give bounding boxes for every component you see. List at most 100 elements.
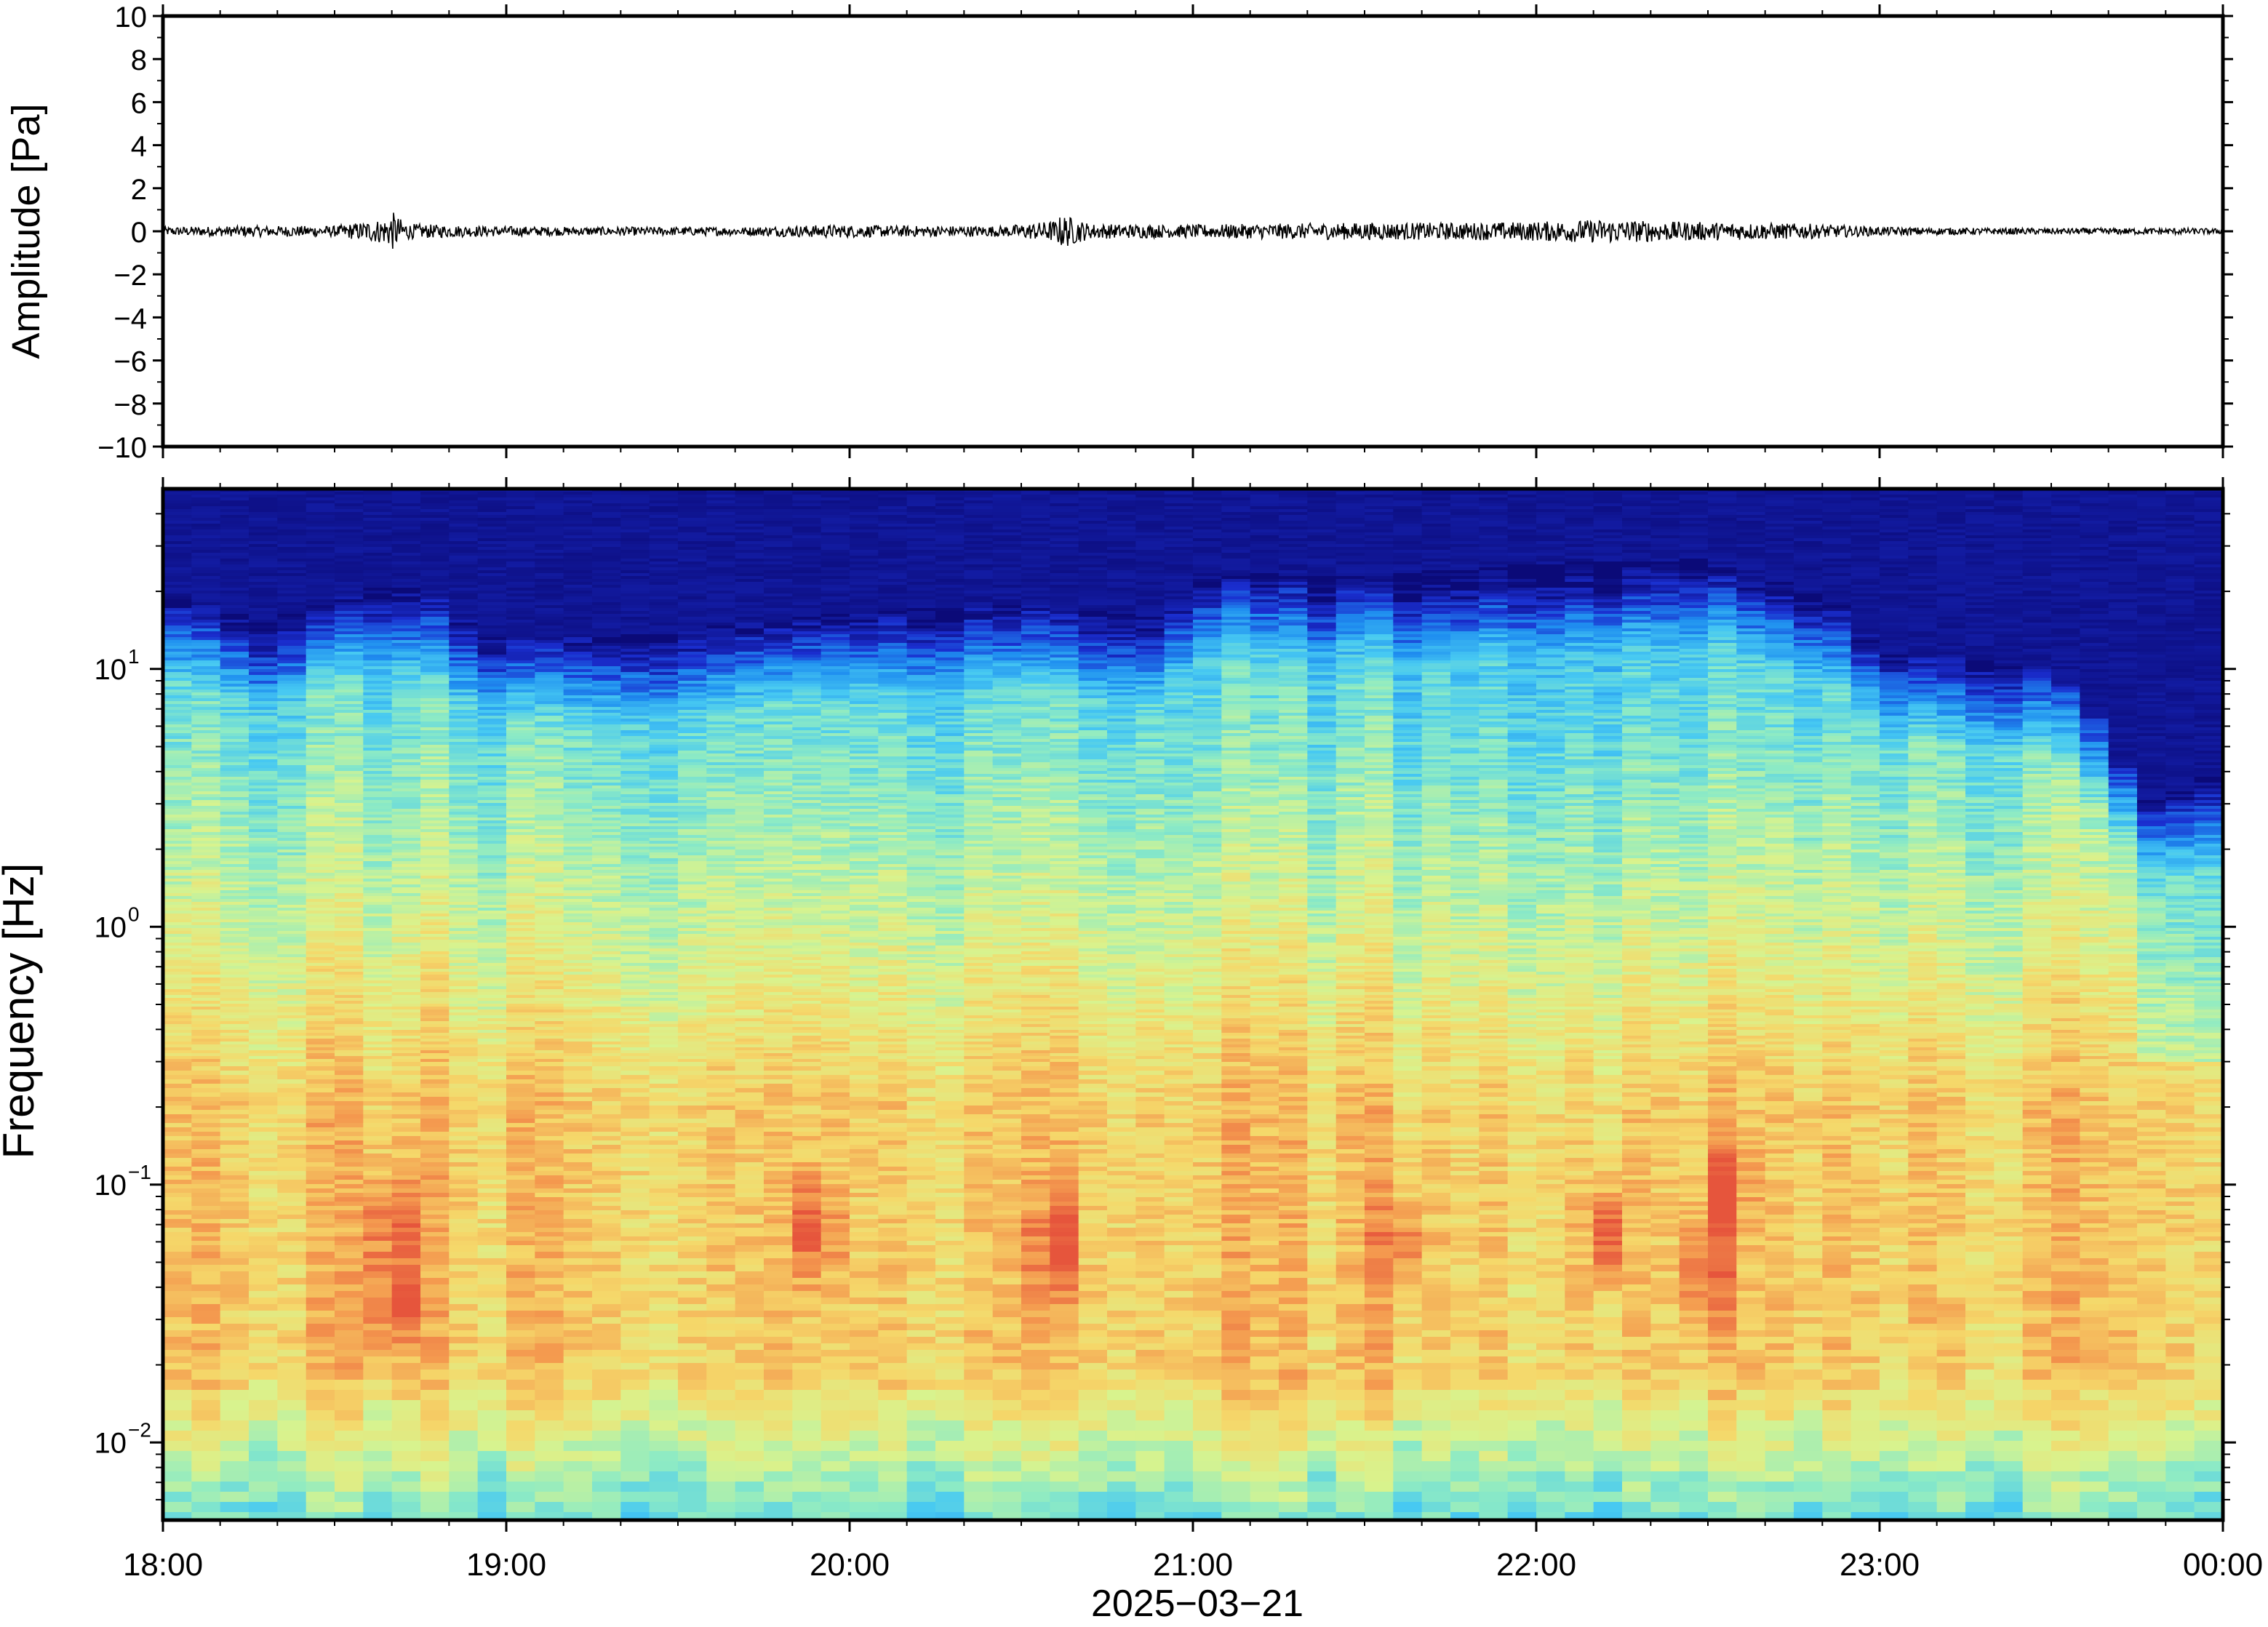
spectrogram-cell: [363, 1042, 393, 1045]
spectrogram-cell: [191, 1012, 221, 1016]
spectrogram-cell: [649, 652, 679, 655]
spectrogram-cell: [163, 928, 192, 932]
spectrogram-cell: [220, 684, 249, 687]
spectrogram-cell: [249, 931, 278, 935]
spectrogram-cell: [391, 582, 421, 585]
spectrogram-cell: [449, 1461, 479, 1472]
spectrogram-cell: [592, 687, 621, 690]
spectrogram-cell: [477, 701, 507, 705]
spectrogram-cell: [335, 847, 364, 850]
spectrogram-cell: [363, 978, 393, 981]
spectrogram-cell: [620, 1149, 650, 1154]
spectrogram-cell: [220, 911, 249, 914]
spectrogram-cell: [249, 547, 278, 551]
spectrogram-cell: [563, 547, 593, 551]
spectrogram-cell: [220, 896, 249, 900]
spectrogram-cell: [163, 689, 192, 693]
spectrogram-cell: [335, 602, 364, 606]
spectrogram-cell: [391, 928, 421, 932]
spectrogram-cell: [620, 765, 650, 769]
spectrogram-cell: [477, 1265, 507, 1272]
spectrogram-cell: [420, 689, 450, 693]
spectrogram-cell: [306, 980, 335, 984]
spectrogram-cell: [620, 614, 650, 617]
spectrogram-cell: [620, 820, 650, 824]
spectrogram-cell: [649, 1193, 679, 1198]
spectrogram-cell: [220, 1188, 249, 1194]
spectrogram-cell: [163, 620, 192, 623]
spectrogram-cell: [191, 1175, 221, 1180]
spectrogram-cell: [620, 1363, 650, 1370]
spectrogram-cell: [563, 1317, 593, 1324]
spectrogram-cell: [249, 593, 278, 597]
spectrogram-cell: [592, 608, 621, 612]
spectrogram-cell: [620, 1356, 650, 1364]
spectrogram-cell: [506, 809, 535, 812]
spectrogram-cell: [249, 1298, 278, 1305]
spectrogram-cell: [163, 1004, 192, 1007]
spectrogram-cell: [563, 1132, 593, 1137]
spectrogram-cell: [335, 1010, 364, 1013]
spectrogram-cell: [391, 535, 421, 539]
spectrogram-cell: [306, 835, 335, 839]
spectrogram-cell: [391, 684, 421, 687]
spectrogram-cell: [535, 698, 564, 702]
spectrogram-cell: [449, 544, 479, 548]
spectrogram-cell: [477, 858, 507, 862]
spectrogram-cell: [249, 1337, 278, 1344]
spectrogram-cell: [620, 1291, 650, 1298]
spectrogram-cell: [363, 701, 393, 705]
spectrogram-cell: [449, 902, 479, 906]
spectrogram-cell: [335, 1258, 364, 1266]
spectrogram-cell: [363, 1136, 393, 1141]
spectrogram-cell: [620, 1370, 650, 1380]
spectrogram-cell: [592, 617, 621, 620]
spectrogram-cell: [563, 736, 593, 740]
spectrogram-cell: [678, 678, 707, 681]
spectrogram-cell: [535, 1123, 564, 1128]
spectrogram-cell: [477, 532, 507, 536]
spectrogram-cell: [249, 1215, 278, 1220]
spectrogram-cell: [477, 559, 507, 562]
spectrogram-cell: [249, 1236, 278, 1242]
spectrogram-cell: [335, 1197, 364, 1202]
spectrogram-cell: [306, 989, 335, 993]
spectrogram-cell: [535, 1075, 564, 1080]
spectrogram-cell: [335, 730, 364, 734]
spectrogram-cell: [449, 506, 479, 510]
spectrogram-cell: [678, 495, 707, 498]
spectrogram-cell: [592, 721, 621, 725]
spectrogram-cell: [277, 527, 307, 530]
spectrogram-cell: [191, 986, 221, 990]
spectrogram-cell: [620, 893, 650, 897]
spectrogram-cell: [563, 500, 593, 504]
spectrogram-cell: [191, 628, 221, 632]
spectrogram-cell: [620, 628, 650, 632]
spectrogram-cell: [592, 1291, 621, 1298]
spectrogram-cell: [535, 721, 564, 725]
spectrogram-cell: [449, 876, 479, 879]
spectrogram-cell: [163, 672, 192, 676]
spectrogram-cell: [449, 1010, 479, 1013]
spectrogram-cell: [563, 995, 593, 999]
spectrogram-cell: [449, 1271, 479, 1279]
spectrogram-cell: [420, 809, 450, 812]
spectrogram-cell: [563, 829, 593, 833]
spectrogram-cell: [163, 567, 192, 571]
spectrogram-cell: [249, 960, 278, 964]
spectrogram-cell: [306, 1119, 335, 1124]
spectrogram-cell: [335, 576, 364, 580]
spectrogram-cell: [391, 678, 421, 681]
spectrogram-cell: [563, 739, 593, 743]
spectrogram-cell: [506, 666, 535, 670]
spectrogram-cell: [391, 500, 421, 504]
spectrogram-cell: [563, 582, 593, 585]
spectrogram-cell: [191, 896, 221, 900]
spectrogram-cell: [220, 1471, 249, 1482]
spectrogram-cell: [306, 870, 335, 874]
spectrogram-cell: [306, 663, 335, 667]
spectrogram-cell: [391, 966, 421, 970]
spectrogram-cell: [477, 541, 507, 545]
spectrogram-cell: [191, 1050, 221, 1054]
spectrogram-cell: [191, 937, 221, 940]
